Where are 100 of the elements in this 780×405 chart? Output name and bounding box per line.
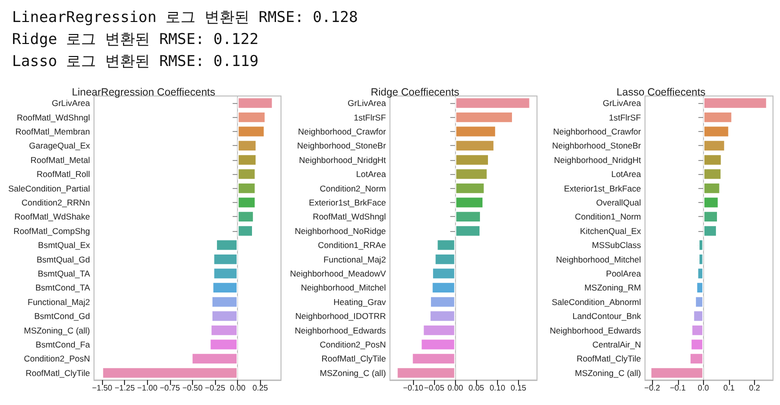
y-tick-label: MSZoning_C (all) — [24, 325, 90, 336]
y-tick-label: BsmtQual_TA — [38, 268, 90, 278]
bar — [455, 182, 485, 194]
bar — [238, 97, 273, 109]
x-tick-label: −0.05 — [424, 384, 445, 392]
chart-title: Ridge Coeffiecents — [370, 86, 460, 98]
bar — [238, 225, 253, 237]
chart-title: Lasso Coeffiecents — [616, 86, 706, 98]
bar — [216, 239, 238, 251]
y-tick-label: RoofMatl_Membran — [15, 126, 90, 136]
y-tick-label: Heating_Grav — [333, 296, 387, 307]
bar — [650, 367, 704, 379]
y-tick-label: RoofMatl_Roll — [36, 169, 90, 180]
bar — [434, 253, 456, 266]
y-tick-label: BsmtQual_Ex — [38, 240, 91, 250]
y-tick-label: Neighborhood_Mitchel — [556, 254, 642, 264]
x-tick-label: −0.2 — [644, 384, 661, 392]
y-tick-label: RoofMatl_CompShg — [13, 226, 90, 236]
y-tick-label: GrLivArea — [602, 98, 642, 108]
bar — [455, 111, 513, 124]
bar — [238, 140, 257, 152]
bar — [703, 168, 722, 180]
bar — [455, 210, 481, 223]
bar — [455, 196, 484, 208]
bar — [211, 310, 238, 322]
chart-title: LinearRegression Coeffiecents — [72, 86, 216, 98]
y-tick-label: Neighborhood_MeadowV — [290, 268, 386, 278]
x-tick-label: 0.15 — [510, 384, 527, 392]
y-tick-label: Functional_Maj2 — [28, 296, 90, 307]
bar — [213, 253, 238, 266]
y-tick-label: GrLivArea — [52, 98, 90, 108]
bar — [412, 352, 456, 365]
x-tick-label: 0.2 — [749, 384, 761, 392]
bar — [698, 253, 704, 266]
x-tick-label: 0.00 — [447, 384, 464, 392]
y-tick-label: 1stFlrSF — [354, 112, 386, 122]
bar — [238, 111, 266, 124]
x-tick-label: −0.25 — [204, 384, 226, 392]
y-tick-label: BsmtQual_Gd — [36, 254, 90, 264]
y-tick-label: PoolArea — [606, 268, 642, 278]
y-tick-label: RoofMatl_ClyTile — [26, 368, 90, 378]
bar — [238, 154, 257, 166]
x-tick-label: −0.10 — [402, 384, 424, 392]
bar — [455, 154, 489, 166]
y-tick-label: Condition2_RRNn — [21, 198, 90, 208]
y-tick-label: RoofMatl_WdShngl — [312, 212, 386, 222]
y-tick-label: BsmtCond_Gd — [34, 311, 90, 322]
y-tick-label: Neighborhood_Edwards — [294, 325, 386, 336]
y-tick-label: MSZoning_C (all) — [574, 368, 642, 378]
y-tick-label: LandContour_Bnk — [572, 311, 642, 322]
bar — [455, 126, 496, 138]
y-tick-label: Functional_Maj2 — [324, 254, 386, 264]
y-tick-label: Neighborhood_NoRidge — [294, 226, 386, 236]
bar — [697, 268, 704, 280]
y-tick-label: Condition1_RRAe — [318, 240, 386, 250]
y-tick-label: Exterior1st_BrkFace — [308, 198, 386, 208]
bar — [420, 338, 456, 350]
bar — [703, 126, 730, 138]
bar — [703, 196, 719, 208]
y-tick-label: LotArea — [611, 169, 642, 180]
y-tick-label: Neighborhood_NridgHt — [298, 154, 387, 165]
y-tick-label: Neighborhood_Crawfor — [553, 126, 642, 136]
bar — [696, 282, 704, 294]
bar — [694, 296, 704, 308]
bar — [455, 225, 481, 237]
x-tick-label: 0.25 — [252, 384, 269, 392]
x-tick-label: 0.00 — [230, 384, 246, 392]
y-tick-label: Exterior1st_BrkFace — [564, 183, 642, 194]
bar — [432, 282, 456, 294]
y-tick-label: SaleCondition_Abnorml — [552, 296, 642, 307]
y-tick-label: RoofMatl_WdShngl — [16, 112, 90, 122]
y-tick-label: OverallQual — [596, 198, 642, 208]
text: Lasso 로그 변환된 RMSE: 0.119 — [12, 51, 260, 72]
y-tick-label: SaleCondition_Partial — [8, 183, 90, 194]
y-tick-label: RoofMatl_Metal — [30, 154, 90, 165]
bar — [238, 196, 256, 208]
y-tick-label: GarageQual_Ex — [29, 140, 91, 151]
x-tick-label: 0.05 — [468, 384, 485, 392]
y-tick-label: LotArea — [356, 169, 386, 180]
x-tick-label: 0.0 — [698, 384, 710, 392]
bar — [192, 352, 238, 365]
bar — [432, 268, 456, 280]
y-tick-label: CentralAir_N — [592, 340, 641, 350]
bar — [703, 225, 717, 237]
y-tick-label: KitchenQual_Ex — [580, 226, 642, 236]
y-tick-label: BsmtCond_TA — [35, 282, 90, 293]
bar — [102, 367, 238, 379]
bar — [430, 310, 456, 322]
y-tick-label: Neighborhood_Edwards — [550, 325, 641, 336]
y-tick-label: Condition2_Norm — [320, 183, 386, 194]
y-tick-label: 1stFlrSF — [608, 112, 641, 122]
y-tick-label: RoofMatl_ClyTile — [322, 354, 386, 364]
y-tick-label: MSZoning_C (all) — [320, 368, 386, 378]
bar — [436, 239, 456, 251]
y-tick-label: GrLivArea — [348, 98, 386, 108]
y-tick-label: Neighborhood_IDOTRR — [295, 311, 386, 322]
x-tick-label: −0.50 — [182, 384, 204, 392]
y-tick-label: Condition2_PosN — [24, 354, 90, 364]
bar — [693, 310, 704, 322]
bar — [210, 338, 238, 350]
